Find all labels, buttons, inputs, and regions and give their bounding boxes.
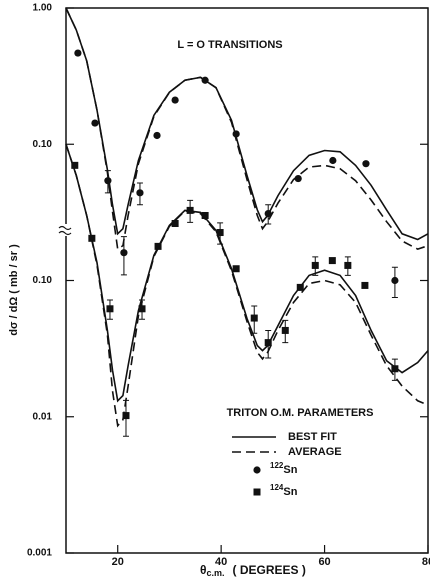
data-point bbox=[329, 156, 337, 165]
data-point bbox=[216, 229, 224, 237]
data-point bbox=[106, 305, 114, 313]
data-point bbox=[361, 281, 369, 289]
data-point bbox=[122, 412, 130, 420]
legend-label: 122Sn bbox=[270, 461, 298, 476]
chart-title: L = O TRANSITIONS bbox=[177, 39, 282, 51]
y-tick-label: 0.001 bbox=[27, 548, 52, 559]
legend-element: Sn bbox=[283, 464, 297, 476]
x-tick-label: 60 bbox=[318, 556, 330, 568]
legend-mass: 124 bbox=[270, 483, 284, 492]
data-point bbox=[171, 220, 179, 228]
legend-marker bbox=[253, 466, 261, 474]
data-point bbox=[138, 305, 146, 313]
curve bbox=[65, 144, 429, 428]
data-point bbox=[171, 96, 179, 104]
data-point bbox=[153, 131, 161, 140]
data-point bbox=[281, 326, 289, 334]
data-point bbox=[136, 189, 144, 197]
legend-marker bbox=[253, 488, 261, 496]
data-point bbox=[71, 161, 79, 169]
data-point bbox=[91, 119, 99, 127]
data-point bbox=[201, 211, 209, 219]
data-point bbox=[74, 49, 82, 57]
data-point bbox=[201, 76, 209, 84]
data-point bbox=[311, 261, 319, 269]
curve bbox=[65, 7, 429, 241]
data-point bbox=[232, 265, 240, 273]
data-point bbox=[391, 276, 399, 285]
data-point bbox=[186, 206, 194, 214]
x-axis-label: θc.m. ( DEGREES ) bbox=[200, 563, 306, 578]
legend-label: 124Sn bbox=[270, 483, 298, 498]
data-point bbox=[232, 130, 240, 138]
data-point bbox=[294, 174, 302, 183]
data-point bbox=[154, 242, 162, 250]
legend-label: AVERAGE bbox=[288, 446, 342, 458]
y-tick-label: 0.10 bbox=[33, 275, 53, 286]
data-point bbox=[296, 283, 304, 291]
data-point bbox=[362, 160, 370, 168]
x-axis-unit: ( DEGREES ) bbox=[233, 563, 306, 577]
data-point bbox=[88, 234, 96, 242]
y-tick-label: 0.10 bbox=[33, 139, 53, 150]
data-point bbox=[328, 257, 336, 265]
y-tick-label: 1.00 bbox=[33, 3, 53, 14]
legend-mass: 122 bbox=[270, 461, 284, 470]
data-point bbox=[344, 261, 352, 269]
axis-break bbox=[58, 224, 72, 236]
x-axis-subscript: c.m. bbox=[207, 568, 225, 578]
y-axis-label: dσ / dΩ ( mb / sr ) bbox=[8, 244, 20, 336]
data-point bbox=[264, 339, 272, 347]
curve bbox=[65, 7, 429, 251]
data-point bbox=[250, 314, 258, 322]
legend-element: Sn bbox=[283, 486, 297, 498]
curve bbox=[65, 144, 429, 403]
legend-label: BEST FIT bbox=[288, 431, 337, 443]
x-tick-label: 80 bbox=[422, 556, 430, 568]
legend-title: TRITON O.M. PARAMETERS bbox=[227, 407, 374, 419]
data-point bbox=[104, 177, 112, 185]
data-point bbox=[120, 249, 128, 257]
data-point bbox=[264, 209, 272, 218]
y-tick-label: 0.01 bbox=[33, 411, 53, 422]
x-tick-label: 40 bbox=[215, 556, 227, 568]
x-tick-label: 20 bbox=[112, 556, 124, 568]
x-axis-symbol: θ bbox=[200, 563, 207, 577]
data-point bbox=[391, 365, 399, 373]
plot-frame bbox=[65, 7, 429, 554]
